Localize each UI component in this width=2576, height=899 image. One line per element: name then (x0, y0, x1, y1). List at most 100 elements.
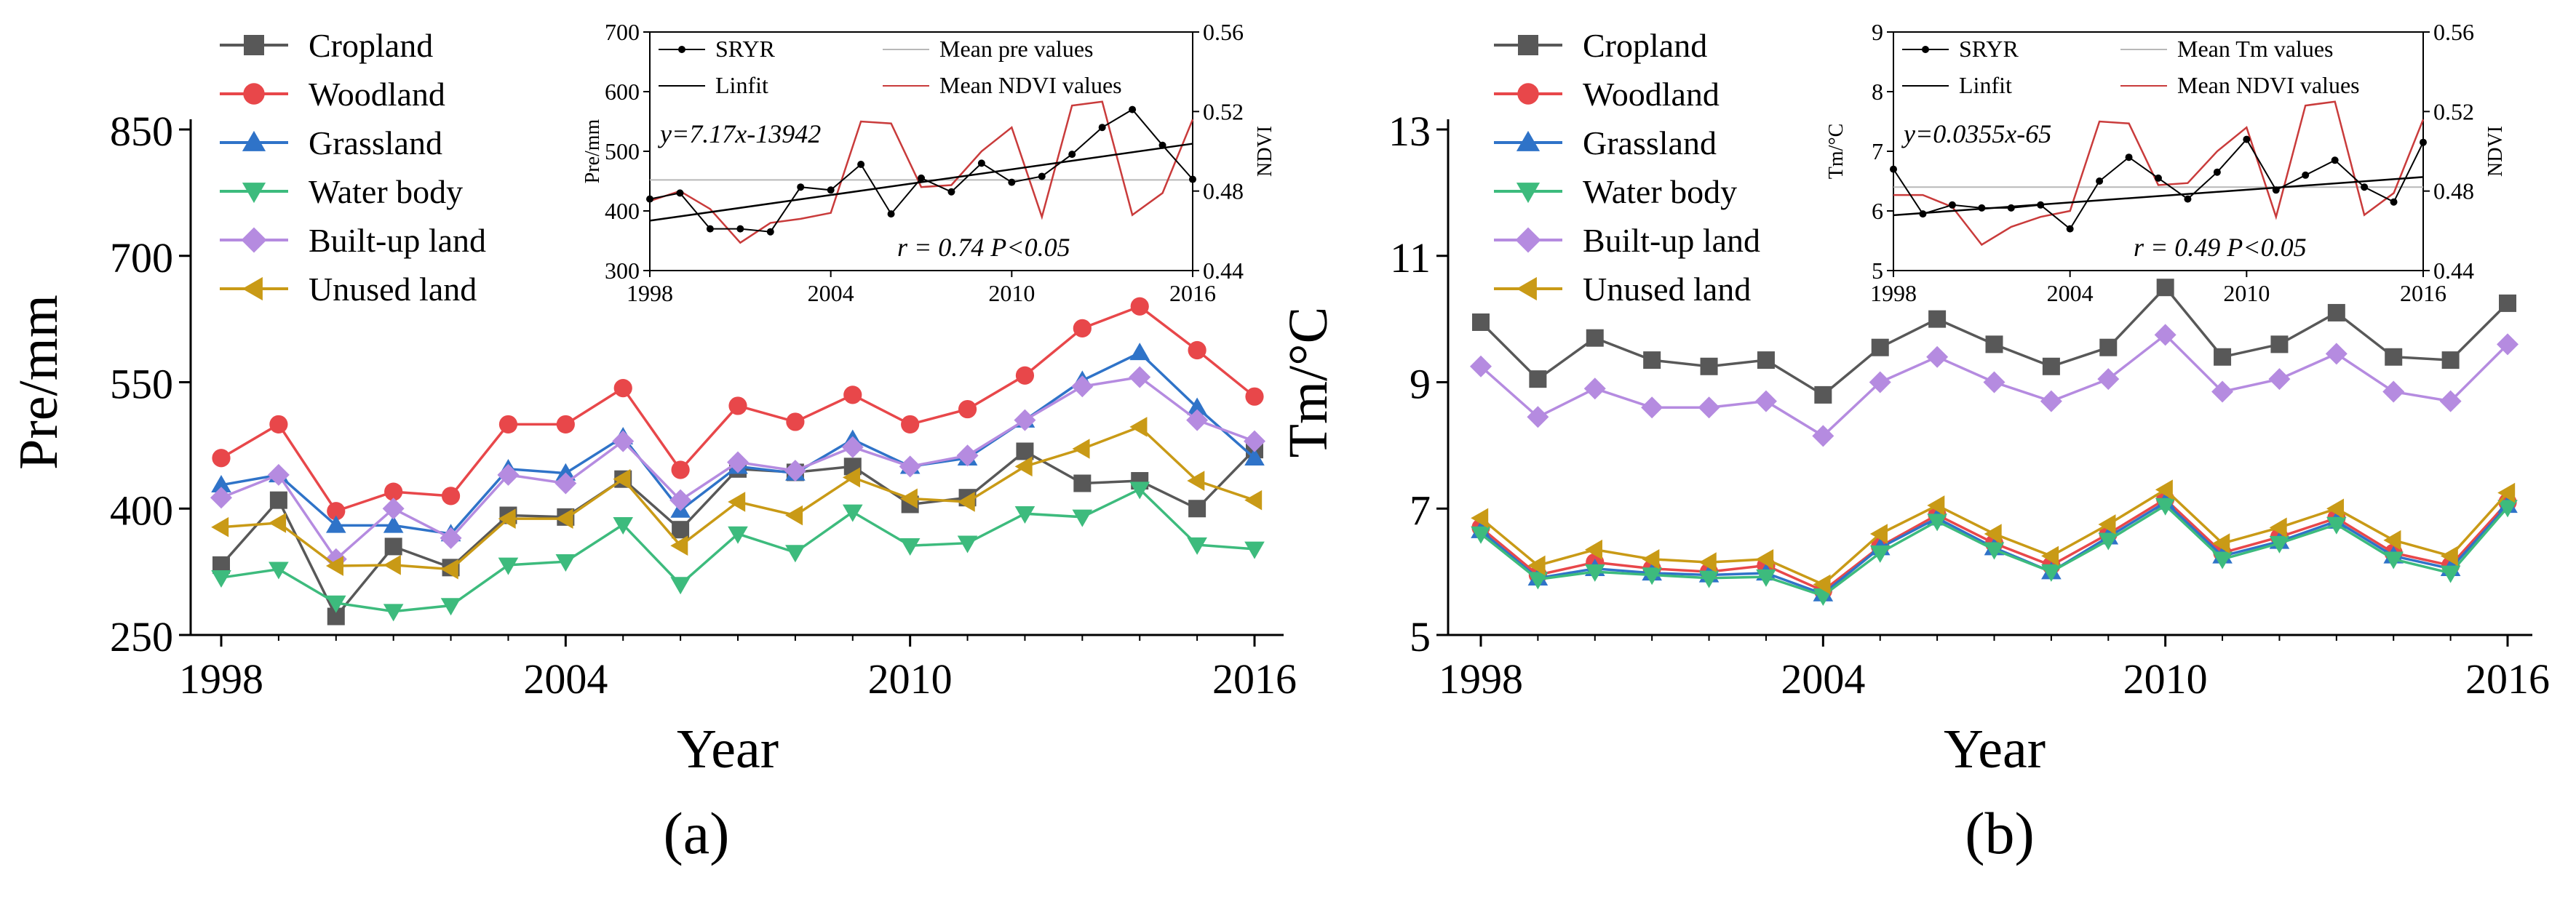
a-inset-y-tick-label: 700 (605, 19, 640, 45)
a-main-point-water-body (613, 517, 634, 535)
a-main-point-grassland (1129, 343, 1150, 361)
a-main-point-water-body (957, 535, 978, 554)
b-main-legend-label-water-body: Water body (1583, 173, 1737, 210)
a-main-y-tick-label: 850 (110, 108, 173, 155)
a-inset-sryr-point (736, 225, 744, 233)
a-main-point-built-up-land (1129, 366, 1151, 388)
b-inset-x-tick-label: 1998 (1870, 280, 1917, 306)
a-main-axes: 250 400 550 700 850 1998 2004 2010 2016 Year Pre/m… (8, 108, 1297, 780)
a-main-point-built-up-land (497, 463, 520, 486)
b-inset-legend-label-ndvi: Mean NDVI values (2177, 72, 2360, 98)
a-main-point-water-body (440, 598, 461, 616)
a-main-y-tick-label: 250 (110, 613, 173, 660)
panel-a: 250 400 550 700 850 1998 2004 2010 2016 Year Pre/m… (8, 19, 1297, 780)
a-inset-legend: SRYR Linfit Mean pre values Mean NDVI value… (659, 36, 1122, 98)
b-main-point-built-up-land (2211, 380, 2234, 403)
b-main-point-unused-land (1584, 539, 1602, 560)
a-main-legend-marker-cropland (244, 35, 264, 55)
a-main-point-built-up-land (382, 498, 405, 520)
b-main-y-tick-label: 13 (1388, 108, 1431, 155)
a-inset-sryr-point (1189, 175, 1196, 183)
b-main-axes: 5 7 9 11 13 1998 2004 2010 2016 Year Tm/°C (1278, 108, 2550, 780)
b-main-point-built-up-land (1698, 396, 1720, 419)
b-main-x-tick-label: 1998 (1439, 655, 1523, 703)
a-inset-y2-tick-label: 0.56 (1203, 19, 1244, 45)
a-main-legend-label-water-body: Water body (309, 173, 463, 210)
b-main-point-built-up-land (2097, 368, 2120, 391)
b-inset-sryr-point (2390, 198, 2398, 206)
b-main-point-built-up-land (1983, 371, 2005, 393)
a-inset-x-tick-label: 2004 (808, 280, 854, 306)
a-inset-sryr-point (1158, 141, 1166, 149)
b-main-point-cropland (1472, 313, 1490, 331)
b-main-point-unused-land (2269, 517, 2287, 538)
b-inset-y2-tick-label: 0.52 (2433, 98, 2474, 124)
a-main-point-grassland (1244, 447, 1265, 466)
a-inset-y-tick-label: 400 (605, 198, 640, 224)
a-inset-sryr-point (1129, 105, 1137, 113)
a-main-point-water-body (211, 570, 231, 588)
b-main-point-water-body (1927, 514, 1947, 532)
b-main-point-cropland (2214, 348, 2232, 366)
b-main-point-unused-land (1756, 548, 1774, 570)
a-main-point-woodland (1188, 340, 1206, 360)
b-inset-y-tick-label: 7 (1872, 138, 1883, 164)
a-main-point-woodland (786, 412, 805, 431)
a-main-point-water-body (1072, 509, 1093, 527)
b-inset-y2-tick-label: 0.48 (2433, 178, 2474, 204)
a-main-x-tick-label: 1998 (179, 655, 263, 703)
b-main-point-water-body (1698, 570, 1720, 588)
b-main-point-water-body (2497, 500, 2518, 518)
a-main-point-woodland (441, 487, 461, 506)
b-main-legend-label-unused-land: Unused land (1583, 271, 1751, 308)
b-main-x-tick-label: 2004 (1781, 655, 1865, 703)
panel-b: 5 7 9 11 13 1998 2004 2010 2016 Year Tm/°C Cropland… (1278, 19, 2550, 780)
a-inset-y2-tick-label: 0.44 (1203, 257, 1244, 284)
a-inset-y2-axis-title: NDVI (1254, 126, 1276, 177)
b-main-point-water-body (2098, 532, 2119, 551)
a-main-point-unused-land (1014, 456, 1033, 477)
b-main-x-axis-title: Year (1944, 719, 2046, 780)
a-main-point-water-body (325, 595, 346, 613)
a-main-point-built-up-land (669, 489, 692, 511)
b-main-point-unused-land (2098, 514, 2116, 535)
b-main-point-water-body (1527, 572, 1549, 590)
a-main-legend-label-unused-land: Unused land (309, 271, 477, 308)
b-main-point-cropland (1643, 351, 1661, 369)
b-main-point-built-up-land (2497, 333, 2519, 356)
a-main-point-built-up-land (784, 460, 806, 482)
b-main-point-built-up-land (1470, 355, 1492, 377)
b-inset-sryr-point (1948, 201, 1956, 209)
a-main-point-water-body (269, 562, 289, 580)
b-main-legend-marker-cropland (1518, 35, 1538, 55)
a-main-legend-marker-unused-land (242, 276, 263, 301)
b-main-point-built-up-land (1641, 396, 1663, 419)
a-main-point-grassland (325, 515, 346, 533)
a-main-point-water-body (1014, 506, 1035, 524)
b-inset-sryr-point (2037, 201, 2045, 209)
a-inset-sryr-point (977, 159, 985, 167)
b-main-point-built-up-land (1754, 390, 1777, 412)
a-main-x-axis-title: Year (677, 719, 779, 780)
b-main-point-cropland (2099, 338, 2118, 356)
a-main-point-unused-land (383, 555, 401, 575)
a-main-y-axis-title: Pre/mm (8, 295, 69, 470)
a-main-x-tick-label: 2016 (1212, 655, 1297, 703)
a-main-point-woodland (1130, 297, 1149, 316)
a-main-point-cropland (269, 491, 287, 509)
b-inset-sryr-point (2213, 168, 2221, 176)
a-main-point-water-body (383, 604, 404, 622)
a-inset-sryr-point (827, 186, 835, 194)
b-main-point-cropland (2441, 351, 2460, 369)
a-inset-x-tick-label: 2016 (1169, 280, 1216, 306)
b-main-point-cropland (2499, 294, 2516, 312)
b-main-series-unused-land (1471, 479, 2516, 595)
a-main-series-built-up-land (210, 366, 1265, 570)
a-inset-sryr-point (887, 210, 895, 218)
a-main-point-woodland (327, 502, 346, 521)
a-main-point-built-up-land (956, 444, 979, 467)
b-main-series-water-body (1471, 498, 2518, 606)
b-inset-y2-tick-label: 0.56 (2433, 19, 2474, 45)
a-main-point-woodland (556, 415, 575, 434)
a-inset-legend-label-linfit: Linfit (715, 72, 768, 98)
